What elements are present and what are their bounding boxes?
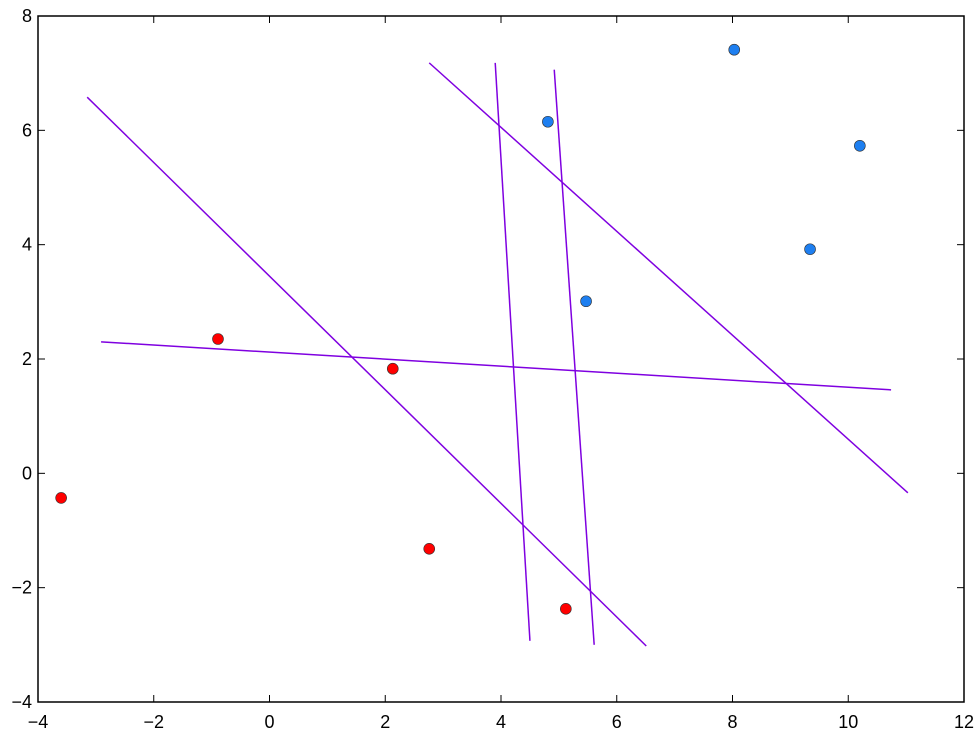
y-tick-label: 6 (22, 120, 32, 140)
x-tick-label: −4 (28, 712, 49, 732)
y-tick-label: 0 (22, 463, 32, 483)
y-tick-label: 8 (22, 6, 32, 26)
line (428, 62, 909, 494)
point (854, 139, 866, 152)
point (804, 243, 816, 256)
x-tick-label: 10 (838, 712, 858, 732)
line (86, 96, 647, 647)
plot-frame (37, 15, 965, 703)
x-tick-label: 6 (612, 712, 622, 732)
point (728, 43, 741, 56)
x-tick-label: 12 (954, 712, 974, 732)
point (423, 542, 436, 555)
y-tick-label: −2 (11, 578, 32, 598)
point (386, 362, 399, 375)
x-tick-label: 2 (380, 712, 390, 732)
y-tick-label: 2 (22, 349, 32, 369)
y-tick-label: −4 (11, 692, 32, 712)
y-tick-label: 4 (22, 235, 32, 255)
line (101, 341, 892, 391)
line (553, 69, 595, 645)
point (580, 295, 592, 308)
x-tick-label: 4 (496, 712, 506, 732)
x-tick-label: −2 (143, 712, 164, 732)
point (542, 115, 554, 128)
x-tick-label: 8 (727, 712, 737, 732)
x-tick-label: 0 (264, 712, 274, 732)
point (212, 333, 224, 345)
line (494, 62, 531, 641)
point (560, 603, 572, 615)
point (55, 492, 67, 504)
